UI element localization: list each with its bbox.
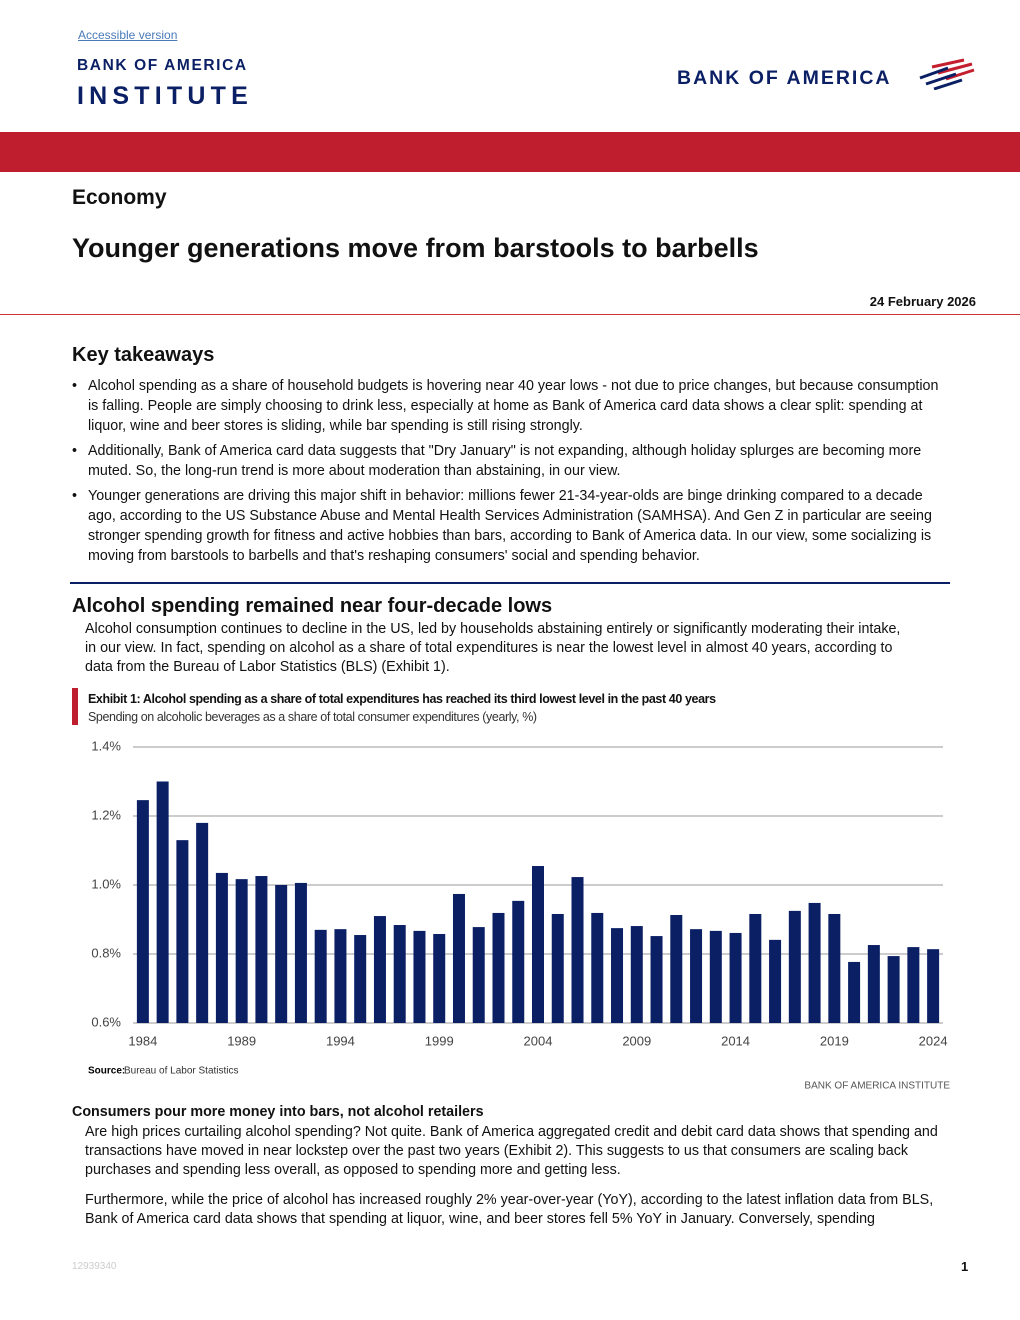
bar: [334, 929, 347, 1023]
bar: [532, 866, 544, 1023]
bar: [393, 925, 406, 1023]
brand-logo: BANK OF AMERICA: [677, 67, 892, 89]
bar: [551, 913, 564, 1023]
date: 24 February 2026: [869, 294, 976, 309]
page-number: 1: [961, 1259, 969, 1274]
bar: [255, 876, 268, 1023]
chart-subtitle: Spending on alcoholic beverages as a sha…: [88, 710, 537, 724]
logo-line: INSTITUTE: [77, 82, 253, 110]
bar: [650, 936, 663, 1023]
bar: [808, 902, 821, 1023]
bar: [196, 822, 209, 1023]
logo-line: BANK OF AMERICA: [77, 57, 248, 74]
bar: [452, 893, 465, 1023]
bar: [848, 961, 861, 1023]
bar: [907, 947, 920, 1023]
red-band: [0, 132, 1020, 172]
bar: [373, 916, 386, 1023]
bar: [887, 956, 900, 1023]
x-tick-label: 1999: [425, 1033, 454, 1048]
bar: [867, 945, 880, 1023]
bar: [492, 912, 505, 1023]
y-tick-label: 1.4%: [91, 738, 121, 753]
bar: [828, 913, 841, 1023]
x-tick-label: 2004: [524, 1033, 553, 1048]
bar: [571, 877, 584, 1023]
bullet: Additionally, Bank of America card data …: [72, 441, 950, 481]
section-heading: Consumers pour more money into bars, not…: [72, 1104, 484, 1120]
takeaways-list: Alcohol spending as a share of household…: [72, 376, 950, 571]
x-tick-label: 1984: [128, 1033, 157, 1048]
x-tick-label: 2009: [622, 1033, 651, 1048]
paragraph: Alcohol consumption continues to decline…: [85, 621, 901, 675]
section-label: Economy: [72, 186, 167, 209]
bar: [591, 912, 604, 1023]
bullet: Alcohol spending as a share of household…: [72, 376, 950, 436]
source: Bureau of Labor Statistics: [124, 1066, 239, 1077]
section-heading: Alcohol spending remained near four-deca…: [72, 595, 553, 617]
bar: [215, 872, 228, 1023]
bar: [611, 928, 624, 1023]
bar: [354, 935, 367, 1023]
brand-flag: [919, 58, 975, 90]
bar: [136, 800, 149, 1023]
bar: [512, 900, 525, 1023]
x-tick-label: 2019: [820, 1033, 849, 1048]
bar: [235, 879, 248, 1023]
bar: [156, 781, 169, 1023]
chart: Source: Bureau of Labor Statistics BANK …: [88, 738, 950, 1092]
y-tick-label: 1.0%: [91, 876, 121, 891]
chart-credit: BANK OF AMERICA INSTITUTE: [804, 1081, 950, 1092]
x-tick-label: 1994: [326, 1033, 355, 1048]
bar: [294, 882, 307, 1023]
paragraph: Are high prices curtailing alcohol spend…: [85, 1124, 938, 1178]
bar: [630, 926, 643, 1023]
bar: [729, 932, 742, 1023]
chart-title: Exhibit 1: Alcohol spending as a share o…: [88, 692, 716, 706]
bar: [788, 910, 801, 1023]
bar: [927, 949, 940, 1023]
page-title: Younger generations move from barstools …: [72, 233, 759, 263]
bar: [433, 933, 446, 1023]
bar: [709, 930, 722, 1023]
bar: [749, 913, 762, 1023]
bar: [690, 929, 703, 1023]
y-tick-label: 1.2%: [91, 807, 121, 822]
x-tick-label: 2014: [721, 1033, 750, 1048]
bar: [413, 930, 426, 1023]
doc-id: 12939340: [72, 1261, 117, 1272]
bar: [176, 840, 189, 1023]
bar: [314, 929, 327, 1023]
bullet: Younger generations are driving this maj…: [72, 486, 950, 566]
rule: [0, 314, 1020, 315]
takeaways-heading: Key takeaways: [72, 344, 215, 366]
exhibit-marker: [72, 688, 78, 725]
bar: [769, 939, 782, 1023]
x-tick-label: 1989: [227, 1033, 256, 1048]
y-tick-label: 0.8%: [91, 945, 121, 960]
bar: [275, 885, 288, 1023]
source-label: Source:: [88, 1066, 125, 1077]
x-tick-label: 2024: [919, 1033, 948, 1048]
paragraph: Furthermore, while the price of alcohol …: [85, 1192, 934, 1227]
accessible-link[interactable]: Accessible version: [78, 28, 178, 42]
bar: [670, 915, 683, 1023]
rule: [70, 582, 950, 584]
y-tick-label: 0.6%: [91, 1014, 121, 1029]
bar: [472, 927, 485, 1023]
